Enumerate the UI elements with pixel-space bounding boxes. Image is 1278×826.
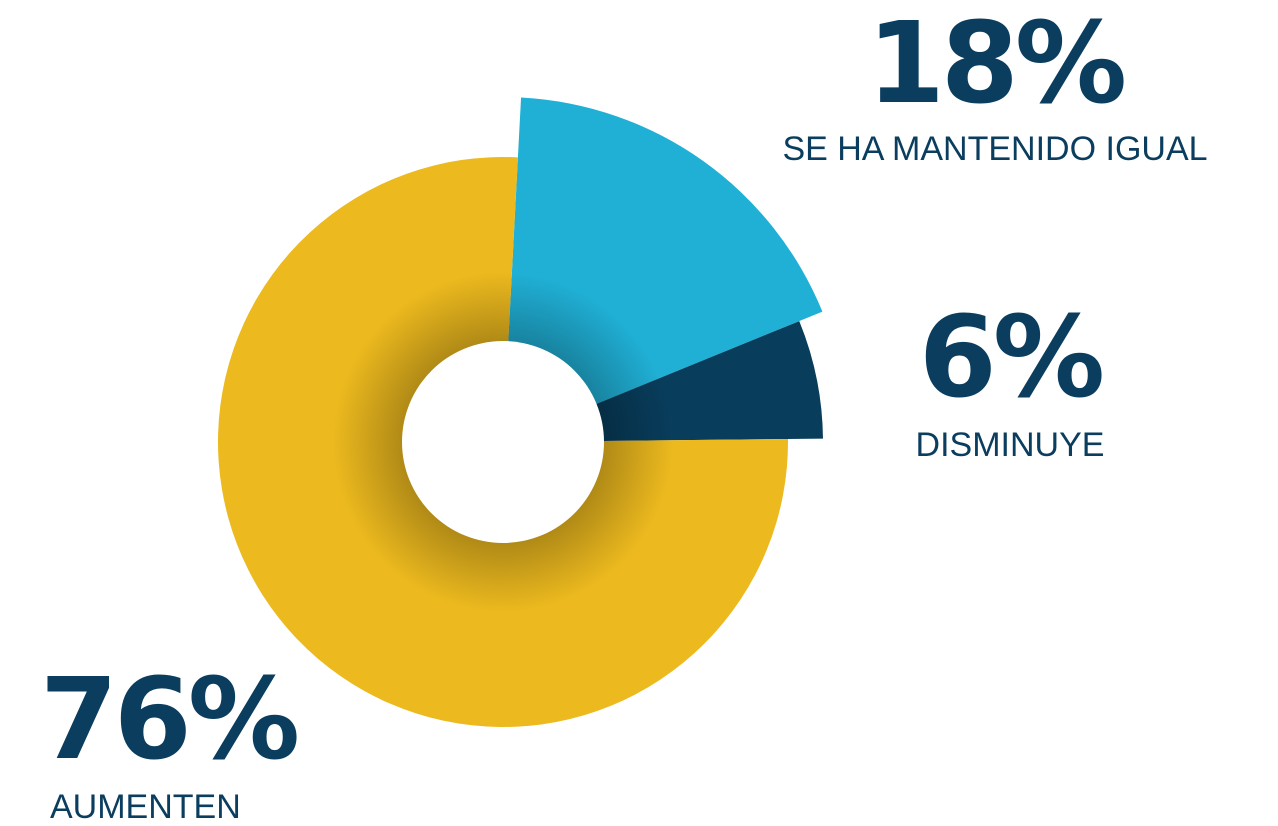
category-label: AUMENTEN [50,788,241,826]
value-label: 18% [867,0,1124,129]
category-label: SE HA MANTENIDO IGUAL [782,130,1207,168]
value-label: 6% [919,293,1102,423]
category-label: DISMINUYE [916,426,1105,464]
slice [217,157,789,728]
labels: 76%AUMENTEN 18%SE HA MANTENIDO IGUAL 6%DIS… [40,0,1208,826]
donut-hole [402,341,604,543]
value-label: 76% [40,655,297,785]
